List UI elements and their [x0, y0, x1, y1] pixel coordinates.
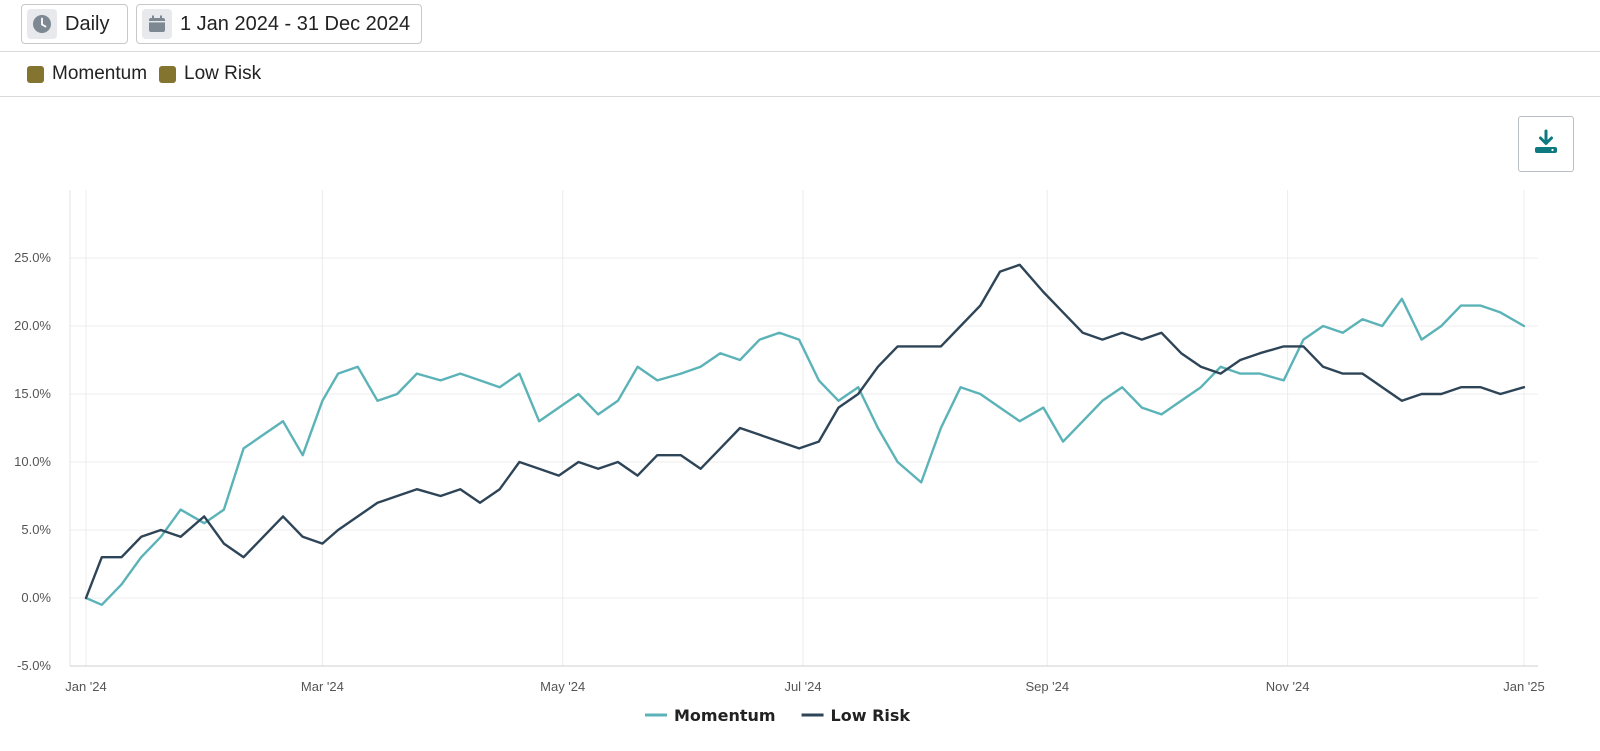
- y-tick-label: 15.0%: [14, 386, 51, 401]
- x-tick-label: Jul '24: [784, 679, 821, 694]
- date-range-selector[interactable]: 1 Jan 2024 - 31 Dec 2024: [136, 4, 422, 44]
- x-tick-label: Mar '24: [301, 679, 344, 694]
- date-range-label: 1 Jan 2024 - 31 Dec 2024: [180, 12, 411, 35]
- frequency-label: Daily: [65, 12, 110, 35]
- series-swatch: [27, 65, 44, 83]
- y-tick-label: 0.0%: [21, 590, 51, 605]
- legend-label: Low Risk: [831, 706, 911, 725]
- series-toggle-bar: Momentum Low Risk: [0, 52, 1600, 97]
- x-tick-label: Nov '24: [1266, 679, 1310, 694]
- x-tick-label: Sep '24: [1025, 679, 1069, 694]
- calendar-icon: [142, 9, 172, 39]
- series-toggle-label: Low Risk: [184, 63, 262, 84]
- x-tick-label: Jan '25: [1503, 679, 1545, 694]
- y-tick-label: -5.0%: [17, 658, 51, 673]
- toolbar: Daily 1 Jan 2024 - 31 Dec 2024: [0, 0, 1600, 52]
- legend-item-low-risk[interactable]: Low Risk: [801, 706, 911, 725]
- series-line-momentum[interactable]: [84, 297, 1526, 606]
- x-tick-label: May '24: [540, 679, 585, 694]
- y-tick-label: 5.0%: [21, 522, 51, 537]
- series-toggle-low-risk[interactable]: Low Risk: [159, 63, 261, 85]
- y-tick-label: 25.0%: [14, 250, 51, 265]
- download-icon: [1532, 128, 1560, 161]
- line-chart: -5.0% 0.0% 5.0% 10.0% 15.0% 20.0% 25.0% Jan '24…: [14, 190, 1545, 725]
- legend-item-momentum[interactable]: Momentum: [645, 706, 776, 725]
- y-tick-label: 10.0%: [14, 454, 51, 469]
- x-tick-label: Jan '24: [65, 679, 107, 694]
- series-toggle-momentum[interactable]: Momentum: [27, 63, 147, 85]
- y-tick-label: 20.0%: [14, 318, 51, 333]
- legend-label: Momentum: [674, 706, 776, 725]
- download-button[interactable]: [1518, 116, 1574, 172]
- series-toggle-label: Momentum: [52, 63, 148, 84]
- series-line-low-risk[interactable]: [84, 263, 1526, 600]
- frequency-selector[interactable]: Daily: [21, 4, 128, 44]
- clock-icon: [27, 9, 57, 39]
- series-swatch: [159, 65, 177, 83]
